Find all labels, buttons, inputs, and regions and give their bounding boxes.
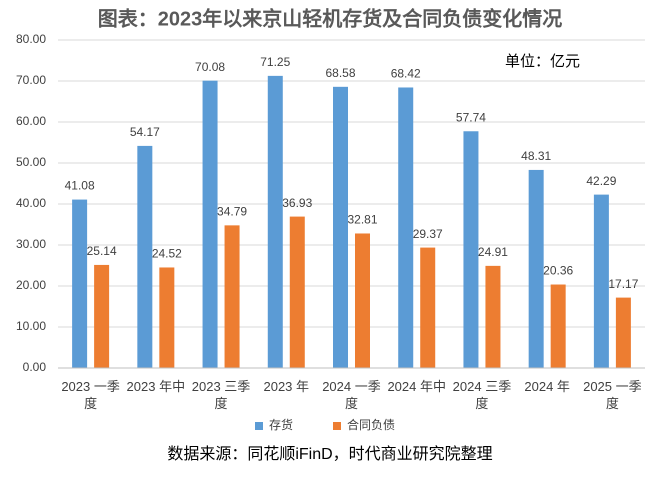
chart-title: 图表：2023年以来京山轻机存货及合同负债变化情况 <box>98 6 563 30</box>
bar <box>72 199 88 368</box>
x-tick-label: 2023 年中 <box>126 379 186 394</box>
data-label: 17.17 <box>608 277 638 291</box>
data-label: 68.42 <box>391 67 421 81</box>
data-label: 54.17 <box>130 125 160 139</box>
x-tick-label: 2023 年 <box>263 379 310 394</box>
unit-annotation: 单位：亿元 <box>505 53 580 70</box>
bar <box>463 131 479 368</box>
data-label: 29.37 <box>413 227 443 241</box>
bar <box>333 86 348 369</box>
x-tick-label: 2023 三季度 <box>191 379 251 411</box>
bar <box>550 284 566 368</box>
data-label: 24.91 <box>478 245 508 259</box>
data-label: 24.52 <box>152 247 182 261</box>
y-tick-label: 40.00 <box>16 196 46 210</box>
legend-swatch <box>255 422 263 430</box>
bar <box>528 169 544 368</box>
y-tick-label: 0.00 <box>23 360 47 374</box>
data-label: 42.29 <box>586 174 616 188</box>
data-label: 71.25 <box>260 55 290 69</box>
bar <box>593 194 609 368</box>
bar <box>420 247 436 368</box>
data-label: 70.08 <box>195 60 225 74</box>
data-label: 48.31 <box>521 149 551 163</box>
y-tick-label: 50.00 <box>16 155 46 169</box>
data-label: 20.36 <box>543 264 573 278</box>
bar <box>289 216 305 368</box>
data-label: 36.93 <box>282 196 312 210</box>
bar <box>355 233 370 368</box>
x-tick-label: 2024 年中 <box>387 379 446 394</box>
data-label: 68.58 <box>325 66 355 80</box>
bar <box>267 75 283 368</box>
bar <box>615 297 631 368</box>
source-note: 数据来源：同花顺iFinD，时代商业研究院整理 <box>167 445 492 463</box>
bar <box>398 87 414 368</box>
x-tick-label: 2024 三季度 <box>452 379 512 411</box>
y-tick-label: 30.00 <box>16 237 46 251</box>
x-tick-label: 2025 一季度 <box>583 379 642 411</box>
legend-swatch <box>333 422 341 430</box>
legend-label: 合同负债 <box>347 417 395 432</box>
y-tick-label: 60.00 <box>16 114 46 128</box>
data-label: 25.14 <box>87 244 117 258</box>
bar <box>202 80 218 368</box>
y-tick-label: 70.00 <box>16 73 46 87</box>
bar <box>224 225 240 368</box>
data-label: 32.81 <box>347 213 377 227</box>
data-label: 34.79 <box>217 205 247 219</box>
data-label: 57.74 <box>456 110 486 124</box>
bar <box>94 264 110 368</box>
y-tick-label: 20.00 <box>16 278 46 292</box>
x-tick-label: 2023 一季度 <box>61 379 120 411</box>
bar <box>137 145 153 368</box>
bar <box>159 267 175 368</box>
data-label: 41.08 <box>65 179 95 193</box>
y-tick-label: 10.00 <box>16 319 46 333</box>
bar <box>485 265 501 368</box>
x-tick-label: 2024 一季度 <box>322 379 381 411</box>
y-tick-label: 80.00 <box>16 32 46 46</box>
x-tick-label: 2024 年 <box>524 379 570 394</box>
legend-label: 存货 <box>269 417 293 432</box>
